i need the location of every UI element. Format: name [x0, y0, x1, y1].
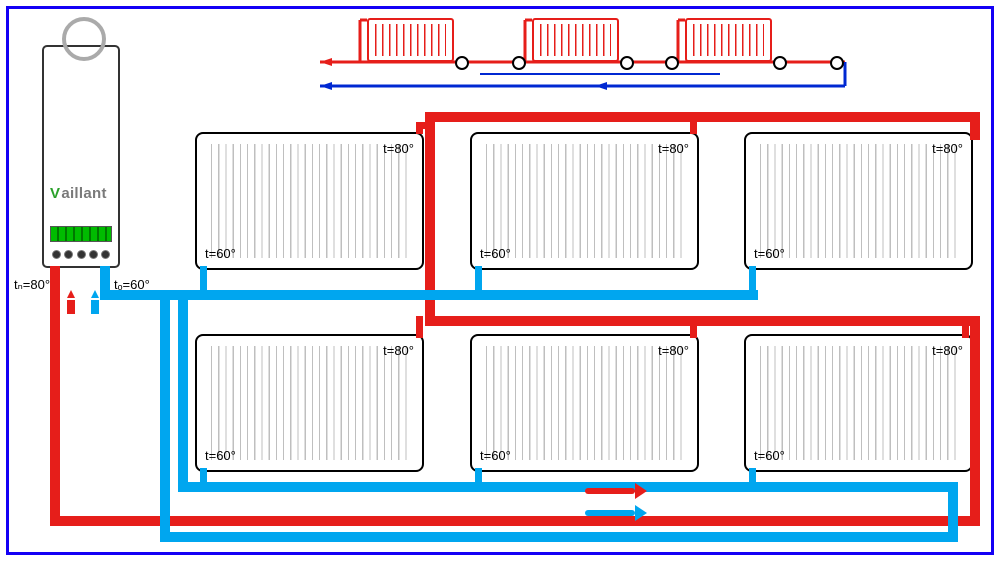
- supply-pipe: [425, 112, 980, 122]
- supply-pipe: [970, 316, 980, 526]
- return-pipe: [100, 290, 166, 300]
- temp-in-label: t=80°: [383, 344, 414, 357]
- valve-icon: [455, 56, 469, 70]
- return-branch: [475, 468, 482, 488]
- radiator-r2c3: t=80° t=60°: [744, 334, 973, 472]
- return-branch: [749, 266, 756, 294]
- supply-pipe: [425, 316, 980, 326]
- return-pipe: [160, 290, 178, 300]
- radiator-r2c2: t=80° t=60°: [470, 334, 699, 472]
- temp-out-label: t=60°: [480, 449, 511, 462]
- arrow-stem: [91, 300, 99, 314]
- radiator-r1c2: t=80° t=60°: [470, 132, 699, 270]
- valve-icon: [512, 56, 526, 70]
- temp-in-label: t=80°: [932, 142, 963, 155]
- temp-out-label: t=60°: [754, 247, 785, 260]
- supply-branch: [690, 112, 697, 134]
- return-pipe: [160, 290, 170, 540]
- radiator-r2c1: t=80° t=60°: [195, 334, 424, 472]
- boiler-ports: [52, 250, 110, 262]
- one-pipe-top-schematic: [300, 10, 900, 105]
- temp-out-label: t=60°: [205, 449, 236, 462]
- return-pipe: [160, 532, 955, 542]
- boiler-brand: Vaillant: [50, 185, 107, 202]
- boiler: Vaillant: [42, 45, 120, 268]
- supply-branch: [690, 316, 697, 338]
- mini-radiator: [367, 18, 454, 62]
- boiler-flue-icon: [62, 17, 106, 61]
- temp-in-label: t=80°: [932, 344, 963, 357]
- return-pipe: [178, 482, 958, 492]
- valve-icon: [620, 56, 634, 70]
- return-pipe: [178, 290, 758, 300]
- valve-icon: [830, 56, 844, 70]
- supply-pipe: [50, 266, 60, 526]
- boiler-display: [50, 226, 112, 242]
- return-branch: [475, 266, 482, 294]
- radiator-r1c3: t=80° t=60°: [744, 132, 973, 270]
- supply-branch: [416, 122, 423, 134]
- return-branch: [200, 468, 207, 488]
- supply-branch: [416, 316, 423, 338]
- return-branch: [749, 468, 756, 488]
- arrow-stem: [67, 300, 75, 314]
- radiator-r1c1: t=80° t=60°: [195, 132, 424, 270]
- flow-up-icon: [67, 290, 75, 298]
- supply-branch: [962, 316, 969, 338]
- return-up-icon: [91, 290, 99, 298]
- supply-temp-label: tₙ=80°: [14, 278, 50, 291]
- supply-pipe: [970, 112, 980, 140]
- valve-icon: [773, 56, 787, 70]
- temp-in-label: t=80°: [658, 142, 689, 155]
- mini-radiator: [685, 18, 772, 62]
- supply-pipe: [50, 516, 980, 526]
- mini-radiator: [532, 18, 619, 62]
- temp-out-label: t=60°: [480, 247, 511, 260]
- return-branch: [200, 266, 207, 294]
- temp-in-label: t=80°: [658, 344, 689, 357]
- temp-in-label: t=80°: [383, 142, 414, 155]
- temp-out-label: t=60°: [754, 449, 785, 462]
- temp-out-label: t=60°: [205, 247, 236, 260]
- valve-icon: [665, 56, 679, 70]
- return-pipe: [178, 290, 188, 490]
